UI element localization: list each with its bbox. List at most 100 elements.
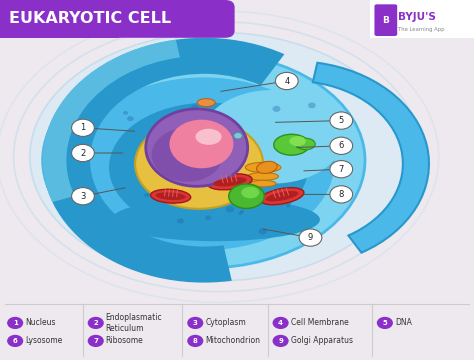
Text: 9: 9 bbox=[278, 338, 283, 344]
Text: Cytoplasm: Cytoplasm bbox=[205, 319, 246, 328]
Circle shape bbox=[234, 134, 240, 139]
Text: Lysosome: Lysosome bbox=[25, 336, 63, 346]
Text: 2: 2 bbox=[93, 320, 98, 326]
FancyBboxPatch shape bbox=[370, 0, 474, 38]
Text: 2: 2 bbox=[80, 149, 86, 158]
Ellipse shape bbox=[296, 138, 315, 150]
Circle shape bbox=[72, 144, 94, 162]
Circle shape bbox=[72, 119, 94, 136]
Text: 1: 1 bbox=[13, 320, 18, 326]
Text: Ribosome: Ribosome bbox=[106, 336, 144, 346]
Ellipse shape bbox=[169, 120, 233, 168]
Circle shape bbox=[330, 186, 353, 203]
Ellipse shape bbox=[250, 180, 276, 187]
Ellipse shape bbox=[260, 188, 304, 205]
Text: Mitochondrion: Mitochondrion bbox=[205, 336, 260, 346]
Ellipse shape bbox=[228, 184, 264, 208]
Text: 3: 3 bbox=[193, 320, 198, 326]
Circle shape bbox=[377, 317, 393, 329]
Circle shape bbox=[72, 188, 94, 205]
Text: Endoplasmatic
Reticulum: Endoplasmatic Reticulum bbox=[106, 313, 162, 333]
Circle shape bbox=[177, 218, 184, 224]
Ellipse shape bbox=[213, 177, 246, 186]
Circle shape bbox=[330, 137, 353, 154]
Text: DNA: DNA bbox=[395, 319, 412, 328]
Circle shape bbox=[308, 103, 316, 108]
Ellipse shape bbox=[241, 187, 259, 198]
Circle shape bbox=[226, 206, 234, 212]
Text: 4: 4 bbox=[284, 77, 290, 86]
Circle shape bbox=[203, 193, 210, 198]
Circle shape bbox=[215, 176, 221, 181]
Circle shape bbox=[88, 335, 104, 347]
FancyBboxPatch shape bbox=[0, 0, 235, 38]
Ellipse shape bbox=[197, 99, 215, 107]
Circle shape bbox=[275, 72, 298, 90]
Text: 5: 5 bbox=[338, 116, 344, 125]
Circle shape bbox=[273, 317, 289, 329]
Circle shape bbox=[153, 191, 159, 196]
Circle shape bbox=[184, 176, 191, 181]
Text: 8: 8 bbox=[338, 190, 344, 199]
Text: 3: 3 bbox=[80, 192, 86, 201]
Circle shape bbox=[286, 204, 291, 207]
Ellipse shape bbox=[246, 162, 281, 172]
Text: 8: 8 bbox=[193, 338, 198, 344]
Wedge shape bbox=[313, 63, 429, 253]
Circle shape bbox=[177, 158, 183, 163]
Ellipse shape bbox=[146, 109, 247, 186]
FancyBboxPatch shape bbox=[374, 4, 397, 36]
Text: 1: 1 bbox=[80, 123, 86, 132]
Circle shape bbox=[7, 317, 23, 329]
Circle shape bbox=[123, 111, 128, 115]
Wedge shape bbox=[43, 38, 284, 283]
Text: 9: 9 bbox=[308, 233, 313, 242]
Circle shape bbox=[127, 116, 134, 121]
Circle shape bbox=[144, 193, 150, 197]
Ellipse shape bbox=[195, 129, 221, 145]
Circle shape bbox=[250, 190, 256, 195]
Circle shape bbox=[209, 127, 214, 131]
Ellipse shape bbox=[111, 198, 320, 241]
Ellipse shape bbox=[135, 119, 263, 209]
Text: B: B bbox=[383, 16, 389, 25]
Text: 4: 4 bbox=[278, 320, 283, 326]
Text: The Learning App: The Learning App bbox=[398, 27, 445, 32]
Text: 7: 7 bbox=[93, 338, 98, 344]
Circle shape bbox=[205, 215, 211, 220]
Circle shape bbox=[273, 106, 281, 112]
Circle shape bbox=[330, 112, 353, 129]
Ellipse shape bbox=[248, 172, 279, 180]
Ellipse shape bbox=[152, 128, 223, 182]
Ellipse shape bbox=[201, 90, 344, 184]
Circle shape bbox=[7, 335, 23, 347]
Ellipse shape bbox=[256, 161, 277, 174]
Text: 5: 5 bbox=[383, 320, 387, 326]
Wedge shape bbox=[43, 40, 180, 202]
Circle shape bbox=[88, 317, 104, 329]
Circle shape bbox=[273, 335, 289, 347]
Text: EUKARYOTIC CELL: EUKARYOTIC CELL bbox=[9, 11, 171, 26]
Ellipse shape bbox=[265, 191, 299, 201]
Circle shape bbox=[259, 228, 267, 234]
Circle shape bbox=[234, 132, 242, 139]
Text: BYJU'S: BYJU'S bbox=[398, 12, 436, 22]
Circle shape bbox=[330, 161, 353, 178]
Ellipse shape bbox=[43, 52, 365, 268]
Ellipse shape bbox=[155, 192, 186, 200]
Ellipse shape bbox=[28, 32, 408, 281]
Circle shape bbox=[240, 210, 245, 213]
Circle shape bbox=[299, 229, 322, 246]
Circle shape bbox=[212, 132, 219, 138]
Ellipse shape bbox=[151, 189, 191, 203]
Text: 6: 6 bbox=[13, 338, 18, 344]
Text: Golgi Apparatus: Golgi Apparatus bbox=[291, 336, 353, 346]
Ellipse shape bbox=[208, 174, 252, 190]
Ellipse shape bbox=[109, 103, 308, 232]
Ellipse shape bbox=[73, 77, 334, 250]
Text: 7: 7 bbox=[338, 165, 344, 174]
Text: Cell Membrane: Cell Membrane bbox=[291, 319, 348, 328]
FancyBboxPatch shape bbox=[0, 0, 118, 38]
Circle shape bbox=[187, 335, 203, 347]
Circle shape bbox=[221, 154, 225, 157]
